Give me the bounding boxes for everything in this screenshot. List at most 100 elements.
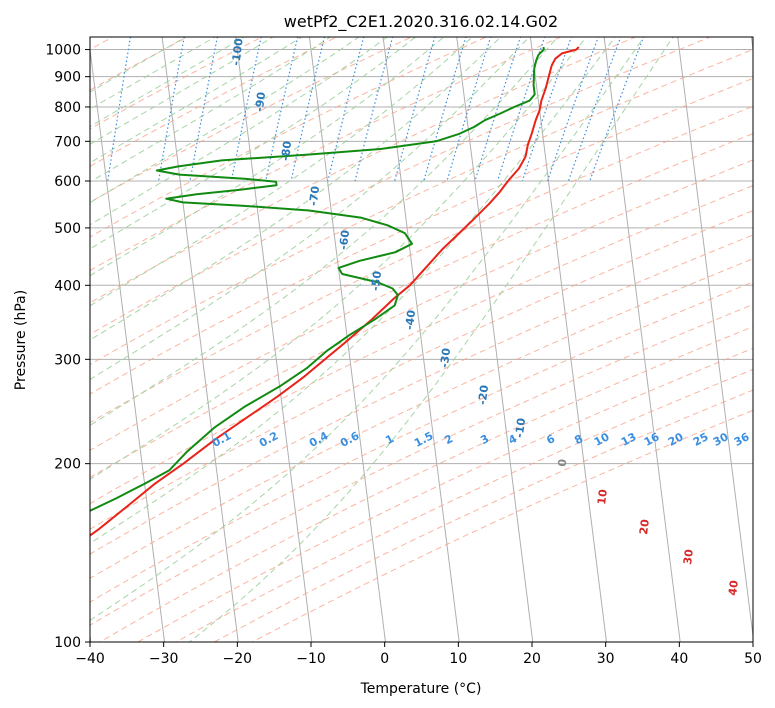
dry-adiabat-line (90, 37, 189, 91)
dry-adiabat-line (213, 389, 753, 642)
moist-adiabat-line (90, 37, 587, 480)
dry-adiabat-line (90, 37, 264, 130)
moist-adiabat-line (189, 37, 674, 642)
isotherm-label: -50 (369, 270, 384, 292)
y-tick-label: 300 (54, 352, 81, 368)
isotherm-line (677, 37, 753, 640)
mixing-ratio-line (265, 37, 299, 182)
isotherm-label: -20 (476, 384, 491, 406)
dry-adiabat-line (90, 37, 637, 304)
background-lines (90, 37, 753, 642)
x-tick-label: 30 (597, 651, 615, 667)
y-tick-label: 200 (54, 457, 81, 473)
isotherm-line (308, 37, 386, 642)
mixing-ratio-label: 20 (666, 430, 686, 449)
mixing-ratio-line (547, 37, 599, 182)
mixing-ratio-line (446, 37, 492, 182)
mixing-ratio-line (290, 37, 326, 182)
moist-adiabat-line (90, 37, 274, 145)
axes: −40 −30 −20 −10 0 10 20 30 40 5010020030040050060… (45, 43, 762, 667)
moist-adiabat-line (90, 37, 389, 226)
dry-adiabat-line (98, 326, 753, 642)
isotherm-line (90, 45, 165, 642)
mixing-ratio-line (423, 37, 467, 182)
mixing-ratio-label: 25 (691, 430, 711, 449)
dry-adiabat-line (136, 347, 753, 642)
warm-isotherm-label: 0 (556, 458, 570, 468)
moist-adiabat-line (90, 37, 616, 544)
mixing-ratio-label: 13 (619, 430, 639, 449)
isoline-labels: -100 -90 -80 -70 -60 -50 -40 -30 -20 -10 0.1 0.2 0.4… (210, 37, 752, 596)
mixing-ratio-label: 16 (642, 430, 662, 449)
dry-adiabat-line (90, 37, 413, 203)
mixing-ratio-line (158, 37, 185, 182)
x-tick-label: −10 (296, 651, 326, 667)
dry-adiabat-line (90, 304, 753, 626)
moist-adiabat-line (90, 37, 530, 381)
y-tick-label: 500 (54, 221, 81, 237)
chart-title: wetPf2_C2E1.2020.316.02.14.G02 (284, 12, 558, 32)
mixing-ratio-label: 0.6 (338, 429, 362, 450)
x-tick-label: −20 (223, 651, 253, 667)
y-tick-label: 600 (54, 174, 81, 190)
dry-adiabat-line (90, 105, 753, 424)
y-tick-label: 1000 (45, 43, 81, 59)
mixing-ratio-label: 8 (572, 432, 585, 447)
moist-adiabat-line (90, 37, 445, 277)
isotherm-label: -10 (513, 417, 528, 439)
isotherm-label: -30 (438, 347, 453, 369)
isotherm-label: -60 (337, 229, 352, 251)
dewpoint-profile-line (90, 46, 545, 512)
mixing-ratio-label: 0.4 (307, 429, 331, 450)
warm-isotherm-label: 10 (595, 488, 610, 505)
isotherm-line (382, 37, 460, 642)
isotherm-line (161, 37, 239, 642)
mixing-ratio-line (354, 37, 394, 182)
dry-adiabat-line (90, 37, 562, 272)
mixing-ratio-label: 36 (732, 430, 752, 449)
dry-adiabat-line (90, 49, 753, 366)
dry-adiabat-line (90, 281, 753, 603)
warm-isotherm-label: 30 (681, 548, 696, 565)
isotherm-line (750, 37, 753, 54)
mixing-ratio-line (107, 37, 132, 182)
dry-adiabat-line (251, 409, 753, 642)
y-tick-label: 900 (54, 70, 81, 86)
temperature-profile-line (90, 46, 580, 537)
dry-adiabat-line (90, 37, 338, 167)
mixing-ratio-line (521, 37, 572, 182)
mixing-ratio-label: 0.1 (210, 429, 233, 450)
moist-adiabat-line (90, 37, 216, 110)
y-tick-label: 400 (54, 278, 81, 294)
x-axis-label: Temperature (°C) (360, 681, 482, 697)
x-tick-label: 20 (523, 651, 541, 667)
moist-adiabat-line (90, 37, 187, 93)
moist-adiabat-line (90, 37, 303, 164)
x-tick-label: −40 (75, 651, 105, 667)
y-tick-label: 700 (54, 134, 81, 150)
mixing-ratio-label: 1 (383, 432, 396, 447)
mixing-ratio-label: 10 (592, 430, 612, 449)
isotherm-label: -100 (229, 37, 245, 66)
dry-adiabat-line (90, 37, 488, 238)
x-tick-label: −30 (149, 651, 179, 667)
isotherm-line (235, 37, 313, 642)
mixing-ratio-line (394, 37, 436, 182)
mixing-ratio-line (497, 37, 546, 182)
isotherm-line (603, 37, 681, 642)
mixing-ratio-line (474, 37, 522, 182)
y-tick-label: 800 (54, 100, 81, 116)
mixing-ratio-label: 30 (711, 430, 731, 449)
moist-adiabat-line (90, 37, 559, 426)
mixing-ratio-line (189, 37, 219, 182)
moist-adiabat-line (90, 37, 645, 621)
isotherm-label: -90 (253, 91, 268, 113)
plot-frame (89, 36, 754, 643)
moist-adiabat-line (90, 37, 332, 183)
isotherm-label: -80 (279, 140, 294, 162)
warm-isotherm-label: 40 (726, 579, 741, 596)
dry-adiabat-line (90, 37, 712, 335)
warm-isotherm-label: 20 (637, 518, 652, 535)
dry-adiabat-line (174, 368, 753, 642)
